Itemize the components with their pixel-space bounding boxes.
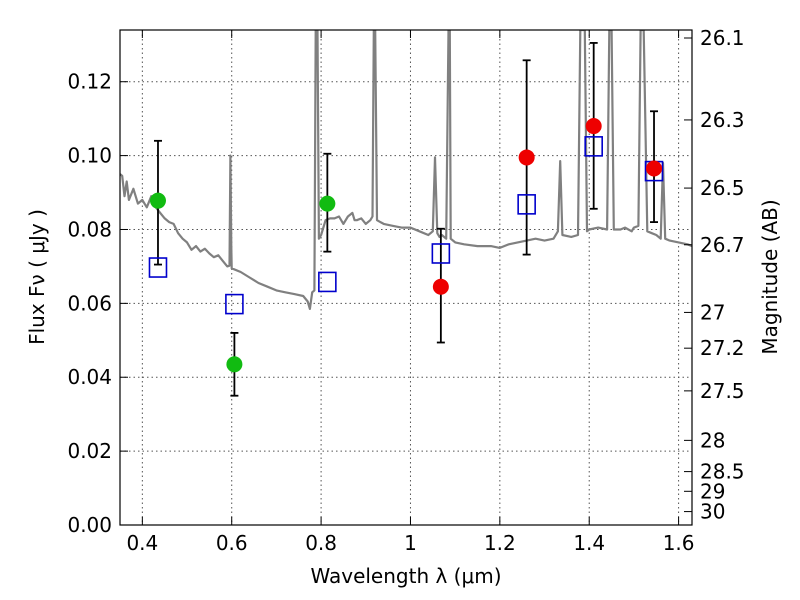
x-tick-label: 0.4 xyxy=(126,531,158,555)
y2-tick-label: 26.5 xyxy=(700,176,745,200)
model-square-marker xyxy=(148,257,168,278)
y-axis-label: Flux Fν ( μJy ) xyxy=(25,209,49,345)
grid-layer xyxy=(120,30,692,525)
plot-border xyxy=(119,29,693,526)
x-tick-label: 0.6 xyxy=(216,531,248,555)
x-tick-label: 1.4 xyxy=(573,531,605,555)
y2-tick-label: 28.5 xyxy=(700,460,745,484)
model-square-marker xyxy=(584,136,603,157)
y-tick-label: 0.00 xyxy=(67,513,112,537)
spectrum-layer xyxy=(120,30,692,310)
y2-tick-label: 27.5 xyxy=(700,379,745,403)
model-square-marker xyxy=(517,194,536,215)
y-tick-label: 0.10 xyxy=(67,144,112,168)
y2-tick-label: 26.7 xyxy=(700,233,745,257)
y2-axis-label: Magnitude (AB) xyxy=(758,199,782,354)
x-axis-label: Wavelength λ (μm) xyxy=(310,564,501,588)
y2-tick-label: 26.1 xyxy=(700,26,745,50)
model-spectrum-line xyxy=(120,30,692,310)
model-square-marker xyxy=(225,293,244,315)
red-data-point xyxy=(585,118,602,135)
y-tick-label: 0.06 xyxy=(67,291,112,315)
y2-tick-label: 29 xyxy=(700,479,725,503)
red-data-point xyxy=(518,149,535,166)
marker-layer xyxy=(148,118,664,373)
y2-tick-label: 27.2 xyxy=(700,336,745,360)
x-tick-label: 0.8 xyxy=(305,531,337,555)
y2-tick-label: 30 xyxy=(700,500,725,524)
tick-layer: 0.4 0.6 0.8 1 1.2 1.4 1.6 0.00 0.02 0.04 0.06 0.08 0… xyxy=(67,26,744,555)
y-tick-label: 0.12 xyxy=(67,70,112,94)
y-tick-label: 0.08 xyxy=(67,217,112,241)
green-data-point xyxy=(319,195,336,212)
model-square-marker xyxy=(431,243,451,264)
green-data-point xyxy=(226,356,243,373)
y2-tick-label: 26.3 xyxy=(700,108,745,132)
x-tick-label: 1 xyxy=(404,531,417,555)
red-data-point xyxy=(432,278,449,295)
y2-tick-label: 27 xyxy=(700,300,725,324)
y-tick-label: 0.02 xyxy=(67,439,112,463)
y-tick-label: 0.04 xyxy=(67,365,112,389)
model-square-marker xyxy=(318,271,337,293)
red-data-point xyxy=(646,160,663,177)
x-tick-label: 1.2 xyxy=(484,531,516,555)
green-data-point xyxy=(149,192,166,209)
x-tick-label: 1.6 xyxy=(663,531,695,555)
y2-tick-label: 28 xyxy=(700,428,725,452)
plot-frame xyxy=(119,29,693,526)
